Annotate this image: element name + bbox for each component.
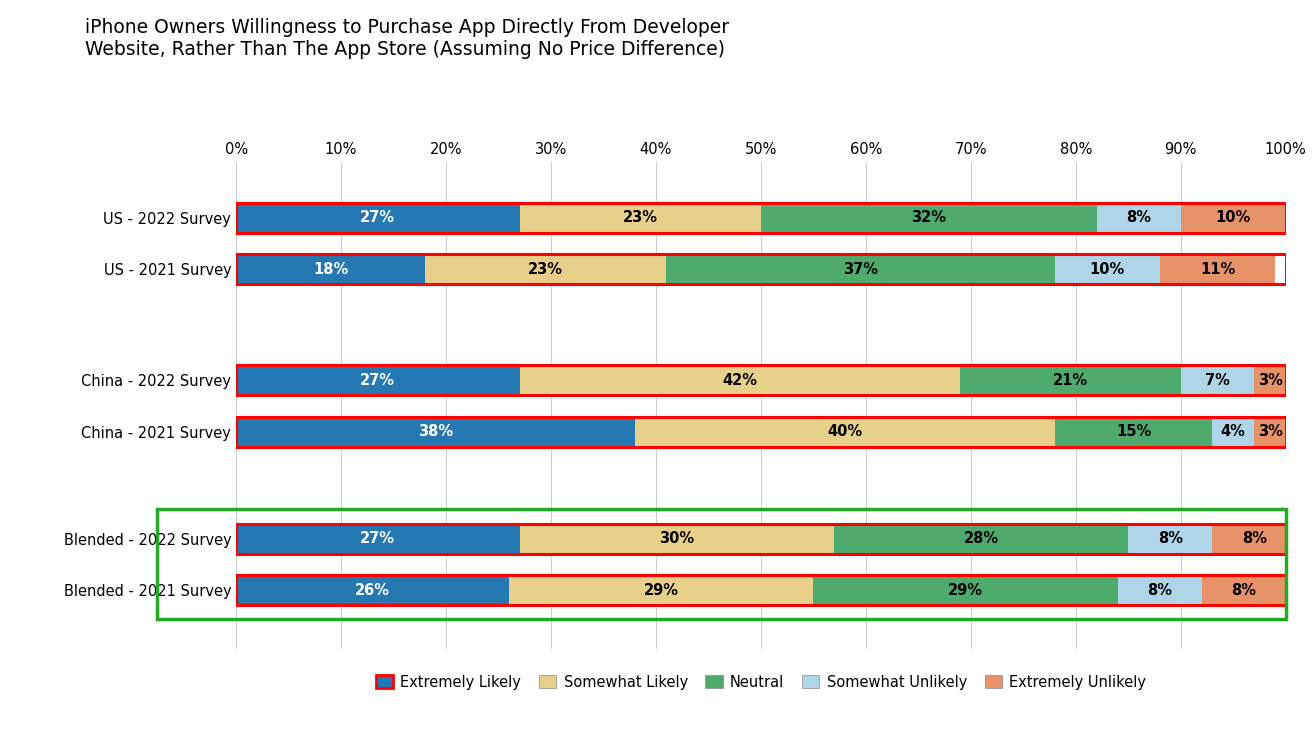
Text: 10%: 10% — [1090, 262, 1124, 277]
Bar — [1097, 203, 1181, 233]
Bar — [1254, 365, 1286, 396]
Text: 42%: 42% — [723, 373, 757, 387]
Bar — [236, 575, 1286, 605]
Text: 8%: 8% — [1126, 210, 1152, 225]
Bar — [236, 575, 509, 605]
Bar — [666, 254, 1055, 284]
Text: 15%: 15% — [1117, 424, 1151, 439]
Bar — [1055, 416, 1212, 446]
Text: 8%: 8% — [1147, 582, 1173, 598]
Bar — [520, 203, 761, 233]
Bar — [236, 523, 1286, 554]
Bar — [1055, 254, 1160, 284]
Text: 29%: 29% — [949, 582, 983, 598]
Text: 29%: 29% — [644, 582, 678, 598]
Bar — [834, 523, 1128, 554]
Text: 18%: 18% — [314, 262, 348, 277]
Text: 21%: 21% — [1054, 373, 1088, 387]
Bar — [236, 365, 520, 396]
Bar — [236, 523, 520, 554]
Bar — [520, 523, 834, 554]
Bar — [157, 509, 1286, 619]
Text: 7%: 7% — [1206, 373, 1229, 387]
Legend: Extremely Likely, Somewhat Likely, Neutral, Somewhat Unlikely, Extremely Unlikel: Extremely Likely, Somewhat Likely, Neutr… — [370, 669, 1152, 696]
Bar — [236, 416, 1286, 446]
Text: 3%: 3% — [1258, 424, 1282, 439]
Bar — [236, 416, 635, 446]
Bar — [1128, 523, 1212, 554]
Text: 28%: 28% — [964, 531, 998, 546]
Bar — [1212, 523, 1296, 554]
Bar — [236, 254, 425, 284]
Bar — [1181, 203, 1286, 233]
Text: 11%: 11% — [1200, 262, 1235, 277]
Text: 23%: 23% — [529, 262, 563, 277]
Bar — [236, 365, 1286, 396]
Text: 37%: 37% — [844, 262, 878, 277]
Bar — [236, 203, 520, 233]
Bar — [761, 203, 1097, 233]
Text: 26%: 26% — [356, 582, 390, 598]
Text: 8%: 8% — [1231, 582, 1257, 598]
Text: 30%: 30% — [660, 531, 694, 546]
Text: 27%: 27% — [361, 210, 395, 225]
Text: 27%: 27% — [361, 373, 395, 387]
Text: 27%: 27% — [361, 531, 395, 546]
Bar — [1160, 254, 1275, 284]
Bar — [1254, 416, 1286, 446]
Text: 23%: 23% — [623, 210, 657, 225]
Bar — [520, 365, 960, 396]
Bar — [1212, 416, 1254, 446]
Text: 8%: 8% — [1157, 531, 1183, 546]
Text: 38%: 38% — [419, 424, 453, 439]
Bar — [1118, 575, 1202, 605]
Bar — [960, 365, 1181, 396]
Text: 3%: 3% — [1258, 373, 1282, 387]
Text: 10%: 10% — [1216, 210, 1250, 225]
Bar — [236, 203, 1286, 233]
Bar — [1181, 365, 1254, 396]
Text: iPhone Owners Willingness to Purchase App Directly From Developer
Website, Rathe: iPhone Owners Willingness to Purchase Ap… — [85, 18, 729, 60]
Text: 32%: 32% — [912, 210, 946, 225]
Text: 40%: 40% — [828, 424, 862, 439]
Text: 4%: 4% — [1221, 424, 1245, 439]
Bar — [425, 254, 666, 284]
Bar — [236, 254, 1286, 284]
Bar — [509, 575, 813, 605]
Bar — [635, 416, 1055, 446]
Bar — [813, 575, 1118, 605]
Text: 8%: 8% — [1241, 531, 1267, 546]
Bar — [1202, 575, 1286, 605]
